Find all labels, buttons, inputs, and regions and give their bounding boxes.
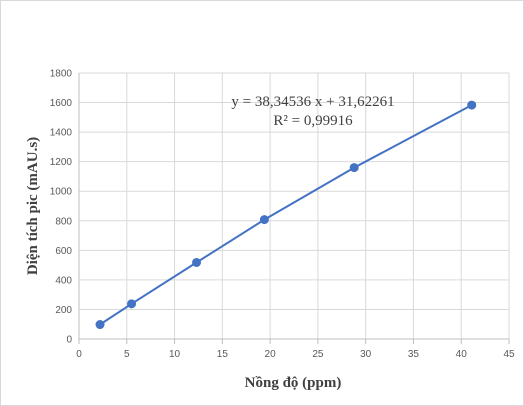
y-tick-label: 1400 — [50, 128, 73, 139]
x-tick-labels: 0 5 10 15 20 25 30 35 40 45 — [76, 349, 515, 360]
data-point — [192, 257, 202, 267]
y-tick-label: 1200 — [50, 157, 73, 168]
data-point — [259, 215, 269, 225]
y-axis-title: Diện tích pic (mAU.s) — [25, 137, 41, 275]
y-tick-label: 800 — [55, 216, 72, 227]
y-tick-label: 1800 — [50, 69, 73, 80]
x-tick-label: 30 — [360, 349, 372, 360]
x-axis-title: Nồng độ (ppm) — [245, 375, 342, 391]
x-tick-label: 0 — [76, 349, 82, 360]
y-tick-label: 400 — [55, 275, 72, 286]
data-point — [349, 163, 359, 173]
y-tick-label: 1000 — [50, 187, 73, 198]
data-point — [127, 299, 137, 309]
data-point — [467, 100, 477, 110]
y-tick-label: 600 — [55, 246, 72, 257]
data-point — [95, 320, 105, 330]
y-tick-labels: 0 200 400 600 800 1000 1200 1400 1600 1800 — [50, 69, 73, 346]
x-tick-label: 5 — [124, 349, 130, 360]
x-tick-label: 25 — [312, 349, 324, 360]
data-series — [95, 100, 477, 330]
y-tick-label: 200 — [55, 305, 72, 316]
y-tick-label: 0 — [66, 335, 72, 346]
series-line — [99, 104, 473, 326]
x-tick-label: 35 — [408, 349, 420, 360]
gridlines — [79, 72, 510, 339]
x-tick-label: 10 — [169, 349, 181, 360]
y-tick-label: 1600 — [50, 98, 73, 109]
x-tick-label: 45 — [503, 349, 515, 360]
trendline-equation: y = 38,34536 x + 31,62261 — [231, 94, 394, 110]
x-tick-label: 40 — [456, 349, 468, 360]
trendline-r-squared: R² = 0,99916 — [273, 113, 353, 129]
x-tick-label: 20 — [265, 349, 277, 360]
axes — [78, 73, 510, 344]
x-tick-label: 15 — [217, 349, 229, 360]
